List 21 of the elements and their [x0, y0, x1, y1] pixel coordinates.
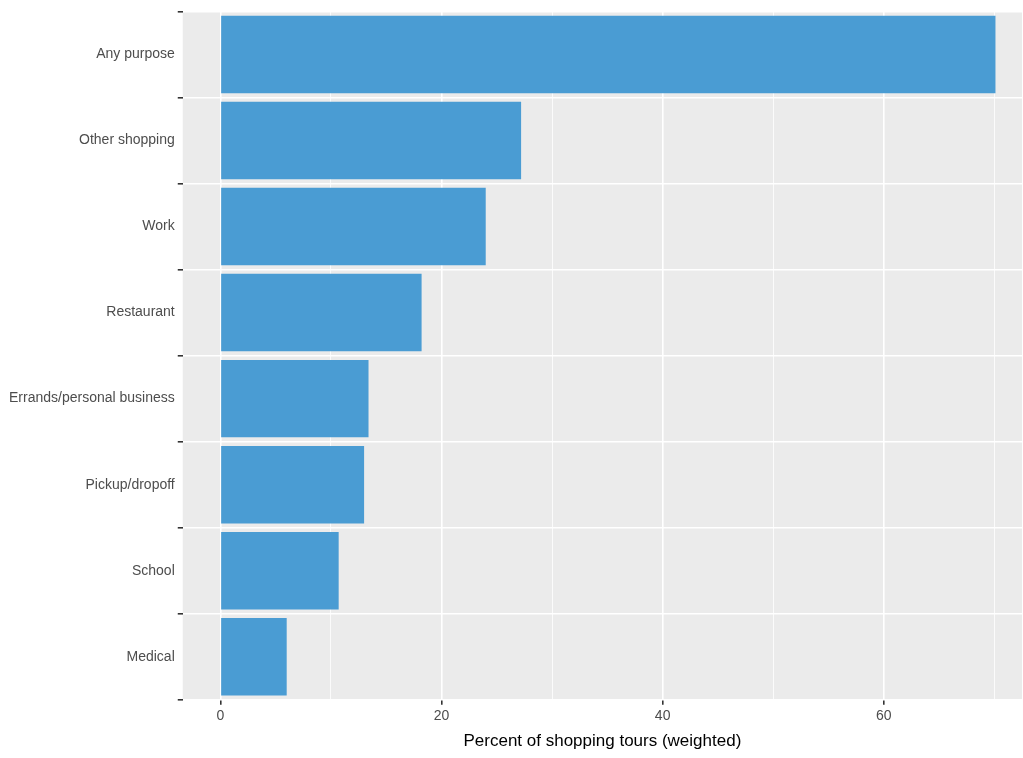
x-tick-label: 20: [433, 707, 450, 724]
bar: [221, 187, 486, 266]
y-tick-label: Pickup/dropoff: [85, 475, 175, 492]
y-tick-label: School: [131, 561, 175, 578]
x-axis-title: Percent of shopping tours (weighted): [463, 731, 742, 751]
y-tick-label: Any purpose: [96, 45, 175, 62]
y-tick-label: Work: [142, 217, 176, 234]
bar: [221, 532, 339, 610]
y-tick-label: Medical: [126, 647, 175, 664]
y-tick-label: Other shopping: [79, 131, 175, 148]
bar: [221, 273, 422, 352]
y-tick-label: Restaurant: [106, 303, 175, 320]
x-tick-label: 40: [654, 707, 671, 724]
bar: [221, 618, 287, 696]
bar: [221, 15, 996, 94]
y-tick-label: Errands/personal business: [8, 389, 175, 406]
x-tick-label: 60: [876, 707, 892, 724]
x-tick-label: 0: [216, 707, 225, 724]
bar: [221, 445, 365, 524]
bar: [221, 359, 369, 438]
bar: [221, 101, 522, 180]
